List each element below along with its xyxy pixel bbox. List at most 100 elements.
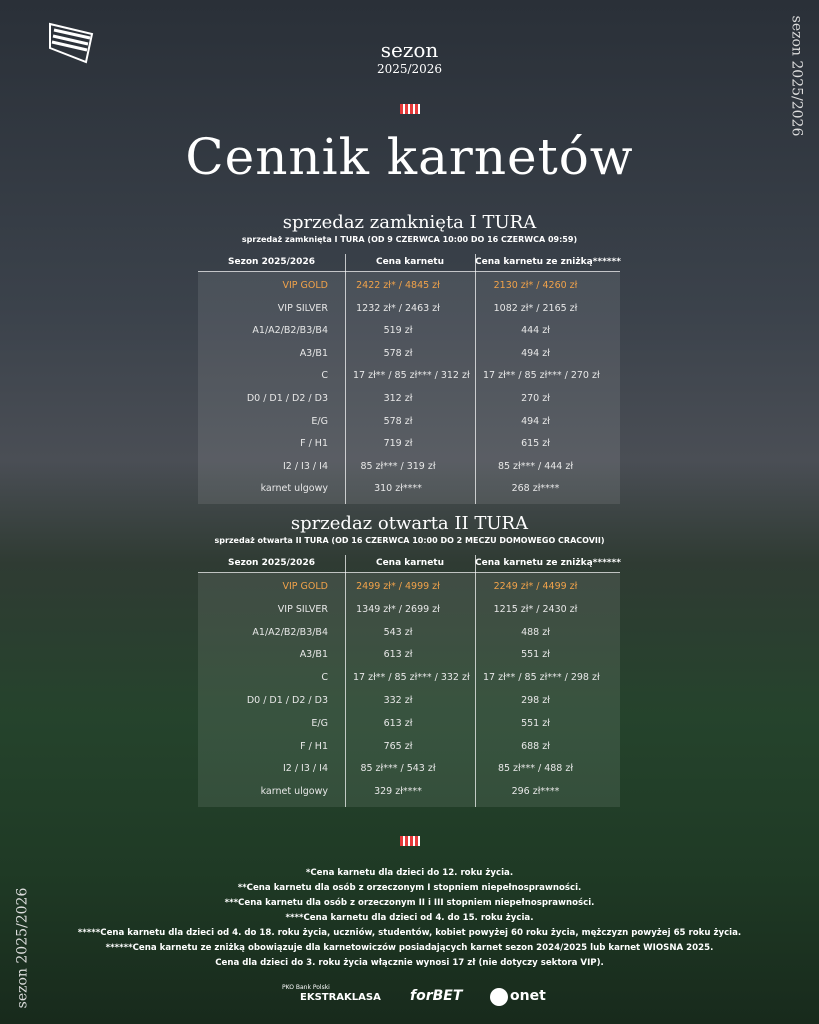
price-cell: 296 zł**** [511,786,560,798]
price-cell: 2130 zł* / 4260 zł [493,280,578,291]
price-cell: 444 zł [521,325,550,337]
row-label: I2 / I3 / I4 [282,460,328,472]
price-cell: 85 zł*** / 488 zł [497,763,574,775]
header-rule [198,572,620,573]
price-cell: 1232 zł* / 2463 zł [356,302,440,314]
table-body [198,272,620,504]
section-title: sprzedaz zamknięta I TURA [282,212,537,233]
price-table: Sezon 2025/2026 Cena karnetu Cena karnetu … [198,254,621,504]
sponsor: PKO Bank Polski [282,984,330,991]
price-cell: 613 zł [383,717,413,729]
side-text: sezon 2025/2026 [788,15,805,137]
price-cell: 17 zł** / 85 zł*** / 298 zł [483,672,600,684]
row-label: A3/B1 [299,649,328,661]
price-cell: 719 zł [383,438,413,450]
row-label: D0 / D1 / D2 / D3 [246,695,328,706]
sponsor: EKSTRAKLASA [300,992,381,1003]
price-cell: 494 zł [521,347,550,359]
price-cell: 298 zł [521,695,550,706]
sponsors: PKO Bank Polski EKSTRAKLASA forBET onet [262,982,562,1012]
row-label: A3/B1 [299,347,328,359]
price-cell: 17 zł** / 85 zł*** / 332 zł [353,672,470,684]
row-label: A1/A2/B2/B3/B4 [252,626,328,638]
column-divider [475,555,476,807]
sponsor: onet [510,988,546,1004]
footnote: *Cena karnetu dla dzieci do 12. roku życ… [305,868,514,878]
price-cell: 310 zł**** [374,483,422,495]
row-label: C [321,370,328,382]
price-cell: 1215 zł* / 2430 zł [493,603,578,615]
footnote: ****Cena karnetu dla dzieci od 4. do 15.… [285,913,534,923]
price-cell: 1349 zł* / 2699 zł [356,603,440,615]
column-divider [475,254,476,504]
row-label: E/G [311,717,328,729]
price-cell: 488 zł [521,626,550,638]
price-cell: 332 zł [383,695,413,706]
column-header: Sezon 2025/2026 [228,558,315,568]
footnote: **Cena karnetu dla osób z orzeczonym I s… [237,883,582,893]
page-title: Cennik karnetów [185,128,634,186]
price-cell: 17 zł** / 85 zł*** / 312 zł [353,370,470,382]
column-header: Cena karnetu ze zniżką****** [475,558,621,568]
price-cell: 85 zł*** / 543 zł [360,763,436,775]
column-divider [345,254,346,504]
price-cell: 270 zł [521,393,550,404]
price-cell: 268 zł**** [511,483,560,495]
row-label: E/G [311,415,328,427]
price-cell: 1082 zł* / 2165 zł [493,302,578,314]
price-cell: 312 zł [383,393,413,404]
header-rule [198,271,620,272]
section-subtitle: sprzedaż otwarta II TURA (OD 16 CZERWCA … [214,536,605,545]
section-subtitle: sprzedaż zamknięta I TURA (OD 9 CZERWCA … [241,235,578,244]
row-label: A1/A2/B2/B3/B4 [252,325,328,337]
price-cell: 543 zł [383,626,413,638]
price-cell: 329 zł**** [374,786,422,798]
price-cell: 578 zł [383,415,413,427]
price-cell: 765 zł [383,740,413,752]
price-cell: 578 zł [383,347,413,359]
price-table: Sezon 2025/2026 Cena karnetu Cena karnetu … [198,555,621,807]
row-label: D0 / D1 / D2 / D3 [246,393,328,404]
club-logo [49,22,94,64]
season-label: sezon [380,38,439,62]
onet-logo [490,988,508,1006]
column-header: Cena karnetu ze zniżką****** [475,257,621,267]
price-cell: 615 zł [521,438,550,450]
row-label: I2 / I3 / I4 [282,763,328,775]
row-label: F / H1 [300,740,328,752]
price-cell: 17 zł** / 85 zł*** / 270 zł [483,370,600,382]
footnote: ***Cena karnetu dla osób z orzeczonym II… [224,898,595,908]
price-cell: 2499 zł* / 4999 zł [356,581,440,592]
row-label: F / H1 [300,438,328,450]
section-title: sprzedaz otwarta II TURA [290,513,529,534]
price-cell: 494 zł [521,415,550,427]
price-cell: 85 zł*** / 319 zł [360,460,436,472]
table-body [198,573,620,807]
column-header: Sezon 2025/2026 [228,257,315,267]
price-cell: 551 zł [521,717,550,729]
footnote: *****Cena karnetu dla dzieci od 4. do 18… [77,928,742,938]
price-cell: 2249 zł* / 4499 zł [493,581,578,592]
sponsor: forBET [410,988,463,1004]
column-header: Cena karnetu [375,558,445,568]
stripe-icon [400,104,420,114]
row-label: VIP GOLD [282,581,329,592]
price-cell: 551 zł [521,649,550,661]
row-label: C [321,672,328,684]
price-cell: 519 zł [383,325,413,337]
price-cell: 613 zł [383,649,413,661]
row-label: VIP SILVER [277,302,328,314]
stripe-icon [400,836,420,846]
price-cell: 688 zł [521,740,550,752]
row-label: karnet ulgowy [260,483,328,495]
footnote: Cena dla dzieci do 3. roku życia włączni… [215,958,604,968]
footnotes: *Cena karnetu dla dzieci do 12. roku życ… [0,866,819,971]
row-label: karnet ulgowy [260,786,328,798]
column-divider [345,555,346,807]
price-cell: 85 zł*** / 444 zł [497,460,574,472]
row-label: VIP GOLD [282,280,329,291]
column-header: Cena karnetu [375,257,445,267]
season-years: 2025/2026 [376,62,443,76]
price-cell: 2422 zł* / 4845 zł [356,280,440,291]
